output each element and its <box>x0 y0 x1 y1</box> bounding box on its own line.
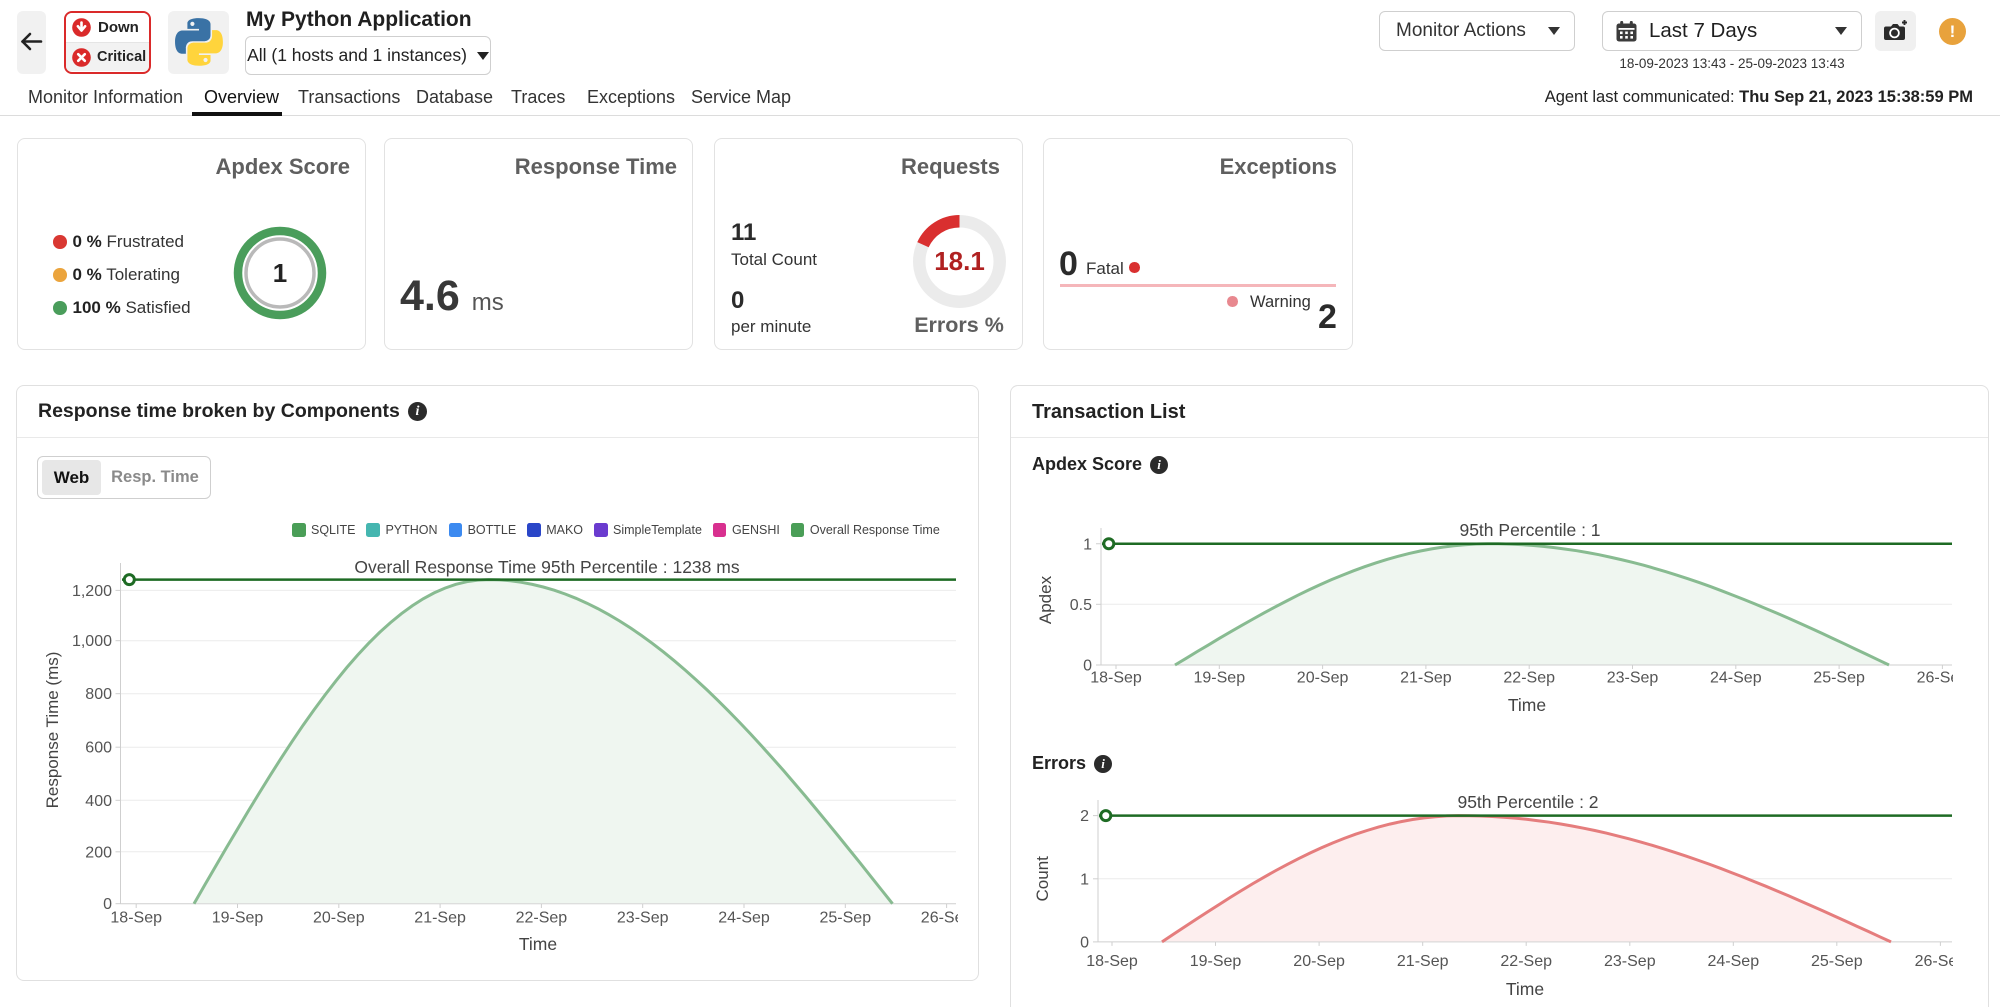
svg-text:0.5: 0.5 <box>1070 597 1092 614</box>
svg-text:1,000: 1,000 <box>72 633 112 650</box>
svg-text:24-Sep: 24-Sep <box>1710 670 1762 687</box>
svg-text:18.1: 18.1 <box>934 246 985 276</box>
svg-text:18-Sep: 18-Sep <box>110 910 162 927</box>
svg-text:1: 1 <box>1080 871 1089 888</box>
svg-text:22-Sep: 22-Sep <box>516 910 568 927</box>
svg-text:Time: Time <box>1506 979 1544 999</box>
svg-text:95th Percentile : 2: 95th Percentile : 2 <box>1457 792 1598 812</box>
svg-text:24-Sep: 24-Sep <box>718 910 770 927</box>
svg-text:2: 2 <box>1080 808 1089 825</box>
svg-text:0: 0 <box>1080 934 1089 951</box>
svg-text:1,200: 1,200 <box>72 583 112 600</box>
svg-text:19-Sep: 19-Sep <box>1194 670 1246 687</box>
svg-text:26-Sep: 26-Sep <box>1915 953 1953 970</box>
svg-text:1: 1 <box>273 258 287 288</box>
svg-text:18-Sep: 18-Sep <box>1090 670 1142 687</box>
svg-text:800: 800 <box>85 686 112 703</box>
svg-text:19-Sep: 19-Sep <box>1190 953 1242 970</box>
svg-text:Time: Time <box>1508 695 1546 715</box>
svg-text:26-Sep: 26-Sep <box>921 910 958 927</box>
svg-text:20-Sep: 20-Sep <box>313 910 365 927</box>
svg-text:Time: Time <box>519 934 557 954</box>
svg-text:95th Percentile : 1: 95th Percentile : 1 <box>1459 520 1600 540</box>
svg-text:20-Sep: 20-Sep <box>1293 953 1345 970</box>
svg-text:22-Sep: 22-Sep <box>1500 953 1552 970</box>
svg-text:18-Sep: 18-Sep <box>1086 953 1138 970</box>
svg-text:26-Sep: 26-Sep <box>1917 670 1953 687</box>
svg-text:25-Sep: 25-Sep <box>1811 953 1863 970</box>
svg-text:25-Sep: 25-Sep <box>820 910 872 927</box>
svg-text:1: 1 <box>1083 536 1092 553</box>
svg-text:600: 600 <box>85 740 112 757</box>
svg-text:19-Sep: 19-Sep <box>212 910 264 927</box>
svg-text:400: 400 <box>85 793 112 810</box>
svg-text:21-Sep: 21-Sep <box>414 910 466 927</box>
svg-text:0: 0 <box>1083 658 1092 675</box>
svg-text:25-Sep: 25-Sep <box>1813 670 1865 687</box>
svg-text:20-Sep: 20-Sep <box>1297 670 1349 687</box>
svg-text:Overall Response Time 95th Per: Overall Response Time 95th Percentile : … <box>354 557 739 577</box>
svg-text:0: 0 <box>103 896 112 913</box>
svg-text:Apdex: Apdex <box>1036 575 1055 624</box>
svg-text:Count: Count <box>1033 856 1052 902</box>
svg-text:200: 200 <box>85 844 112 861</box>
svg-text:23-Sep: 23-Sep <box>617 910 669 927</box>
svg-text:21-Sep: 21-Sep <box>1397 953 1449 970</box>
svg-text:23-Sep: 23-Sep <box>1607 670 1659 687</box>
svg-text:21-Sep: 21-Sep <box>1400 670 1452 687</box>
svg-text:23-Sep: 23-Sep <box>1604 953 1656 970</box>
svg-text:22-Sep: 22-Sep <box>1503 670 1555 687</box>
svg-text:Response Time (ms): Response Time (ms) <box>43 652 62 809</box>
svg-text:24-Sep: 24-Sep <box>1708 953 1760 970</box>
